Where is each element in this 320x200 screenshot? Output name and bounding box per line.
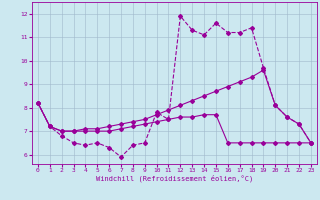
X-axis label: Windchill (Refroidissement éolien,°C): Windchill (Refroidissement éolien,°C) <box>96 175 253 182</box>
